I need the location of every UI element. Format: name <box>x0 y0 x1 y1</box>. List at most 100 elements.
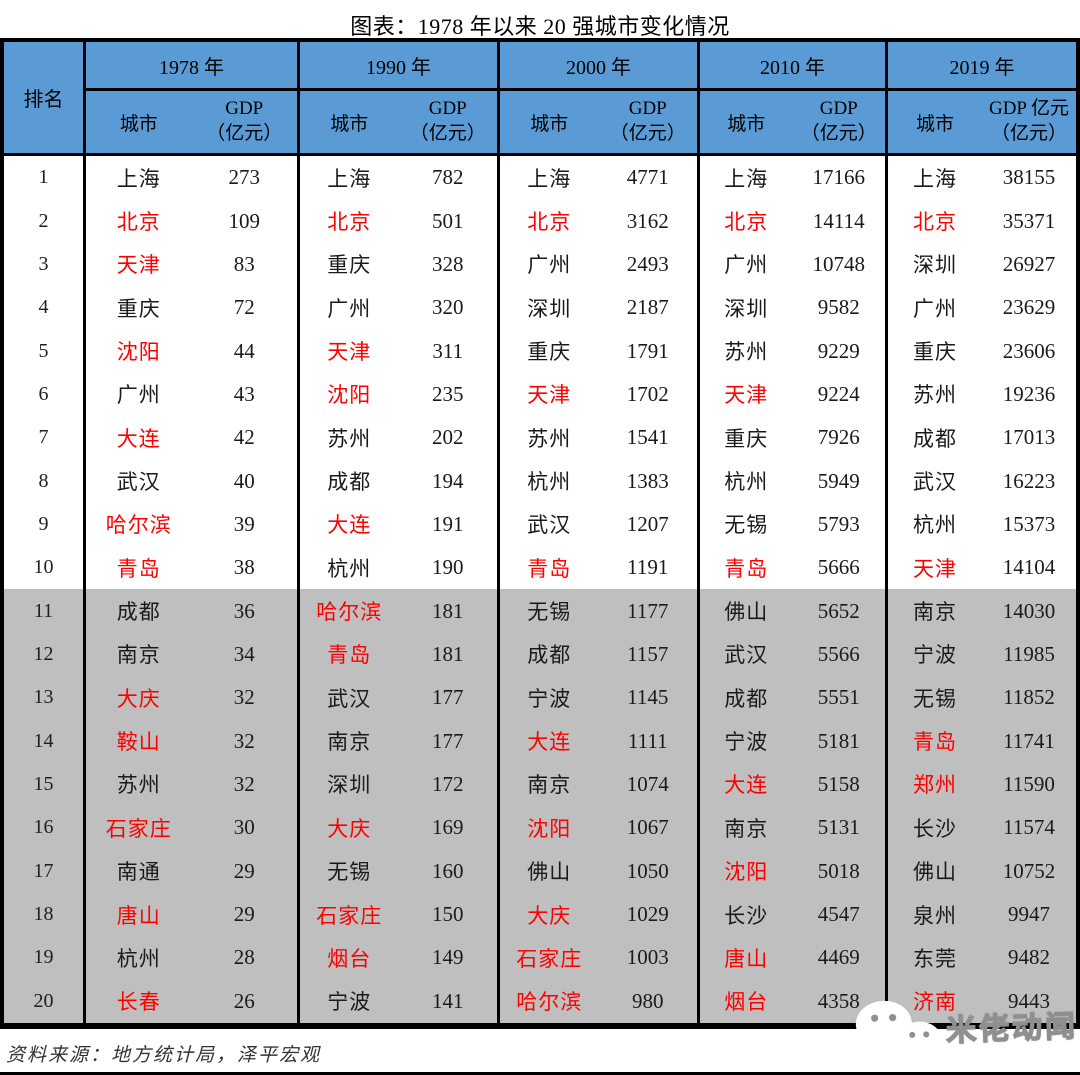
subheader-cell: 城市 GDP （亿元） <box>700 91 885 153</box>
city-name: 北京 <box>913 210 957 235</box>
city-name: 苏州 <box>327 426 372 451</box>
city-gdp-cell: 长沙 4547 <box>700 892 885 937</box>
city-gdp-cell: 大庆 32 <box>86 676 297 720</box>
gdp-value: 2187 <box>626 295 669 320</box>
rank-cell: 3 <box>4 242 83 287</box>
gdp-value: 9947 <box>1008 902 1050 927</box>
city-gdp-cell: 长春 26 <box>86 979 297 1023</box>
city-gdp-cell: 大连 1111 <box>500 719 697 763</box>
rank-cell: 20 <box>4 979 83 1023</box>
gdp-value: 38 <box>233 555 255 580</box>
gdp-subheader: GDP （亿元） <box>793 97 886 146</box>
city-name: 上海 <box>327 166 372 191</box>
city-gdp-cell: 唐山 4469 <box>700 936 885 980</box>
city-name: 石家庄 <box>105 816 172 841</box>
city-name: 无锡 <box>527 600 572 625</box>
city-gdp-cell: 大连 5158 <box>700 762 885 807</box>
gdp-value: 150 <box>432 902 464 927</box>
rank-cell: 1 <box>4 156 83 200</box>
gdp-value: 16223 <box>1002 468 1056 493</box>
city-gdp-cell: 大连 42 <box>86 416 297 460</box>
gdp-value: 5566 <box>817 641 860 666</box>
subheader-cell: 城市 GDP （亿元） <box>500 91 697 153</box>
city-subheader: 城市 <box>727 113 766 135</box>
gdp-value: 1050 <box>626 858 669 883</box>
city-gdp-cell: 成都 194 <box>300 459 497 503</box>
city-name: 成都 <box>913 426 957 451</box>
gdp-value: 501 <box>432 208 464 233</box>
gdp-value: 35371 <box>1002 208 1056 233</box>
city-name: 南京 <box>724 816 769 841</box>
city-name: 无锡 <box>724 513 769 538</box>
city-gdp-cell: 北京 35371 <box>888 199 1076 243</box>
city-gdp-cell: 杭州 5949 <box>700 459 885 503</box>
city-gdp-cell: 南京 34 <box>86 632 297 677</box>
city-name: 石家庄 <box>516 946 583 971</box>
city-gdp-cell: 上海 782 <box>300 156 497 200</box>
city-name: 杭州 <box>327 556 372 581</box>
rank-cell: 2 <box>4 199 83 243</box>
rank-cell: 16 <box>4 806 83 850</box>
city-name: 沈阳 <box>527 816 572 841</box>
city-gdp-cell: 宁波 5181 <box>700 719 885 763</box>
city-name: 武汉 <box>116 470 161 495</box>
gdp-value: 190 <box>432 555 464 580</box>
city-gdp-cell: 南京 1074 <box>500 762 697 807</box>
gdp-value: 9443 <box>1008 988 1050 1013</box>
gdp-value: 1111 <box>627 728 668 753</box>
gdp-subheader-lines: GDP （亿元） <box>800 98 877 144</box>
city-gdp-cell: 南京 14030 <box>888 589 1076 633</box>
city-name: 哈尔滨 <box>316 600 383 625</box>
rank-cell: 9 <box>4 502 83 547</box>
city-name: 烟台 <box>327 946 372 971</box>
city-gdp-cell: 苏州 1541 <box>500 416 697 460</box>
gdp-value: 1383 <box>626 468 669 493</box>
city-name: 天津 <box>724 383 769 408</box>
gdp-value: 4547 <box>817 902 860 927</box>
gdp-value: 72 <box>233 295 255 320</box>
gdp-value: 3162 <box>626 208 669 233</box>
city-gdp-cell: 苏州 202 <box>300 416 497 460</box>
city-name: 重庆 <box>327 253 372 278</box>
gdp-value: 4469 <box>817 945 860 970</box>
gdp-value: 4358 <box>817 988 860 1013</box>
city-name: 天津 <box>327 340 372 365</box>
city-name: 杭州 <box>527 470 572 495</box>
rank-cell: 19 <box>4 936 83 980</box>
gdp-value: 1003 <box>626 945 669 970</box>
gdp-top20-table: 排名 1978 年城市 GDP （亿元） 1990 年城市 GDP （亿元） 2000 年城… <box>0 38 1080 1029</box>
city-name: 天津 <box>116 253 161 278</box>
city-name: 深圳 <box>724 296 769 321</box>
gdp-value: 160 <box>432 858 464 883</box>
city-gdp-cell: 长沙 11574 <box>888 806 1076 850</box>
city-name: 青岛 <box>327 643 372 668</box>
city-gdp-cell: 成都 36 <box>86 589 297 633</box>
city-name: 东莞 <box>913 946 957 971</box>
city-gdp-cell: 广州 2493 <box>500 242 697 287</box>
gdp-value: 17166 <box>812 165 866 190</box>
gdp-value: 5131 <box>817 815 860 840</box>
city-name: 南京 <box>913 600 957 625</box>
gdp-value: 782 <box>432 165 464 190</box>
city-gdp-cell: 佛山 10752 <box>888 849 1076 893</box>
gdp-value: 5793 <box>817 511 860 536</box>
city-gdp-cell: 成都 17013 <box>888 416 1076 460</box>
gdp-value: 1145 <box>627 685 669 710</box>
city-name: 无锡 <box>327 860 372 885</box>
city-gdp-cell: 宁波 1145 <box>500 676 697 720</box>
city-gdp-cell: 青岛 1191 <box>500 546 697 590</box>
city-name: 重庆 <box>724 426 769 451</box>
gdp-value: 10752 <box>1002 858 1056 883</box>
city-name: 宁波 <box>527 686 572 711</box>
city-gdp-cell: 苏州 9229 <box>700 329 885 373</box>
rank-header-cell: 排名 <box>4 42 83 153</box>
rank-cell: 11 <box>4 589 83 633</box>
city-name: 武汉 <box>724 643 769 668</box>
city-gdp-cell: 北京 3162 <box>500 199 697 243</box>
gdp-value: 9482 <box>1008 945 1050 970</box>
gdp-value: 5158 <box>817 771 860 796</box>
gdp-value: 1541 <box>626 425 669 450</box>
gdp-subheader-lines: GDP （亿元） <box>206 98 283 144</box>
city-gdp-cell: 南京 177 <box>300 719 497 763</box>
city-name: 杭州 <box>116 946 161 971</box>
